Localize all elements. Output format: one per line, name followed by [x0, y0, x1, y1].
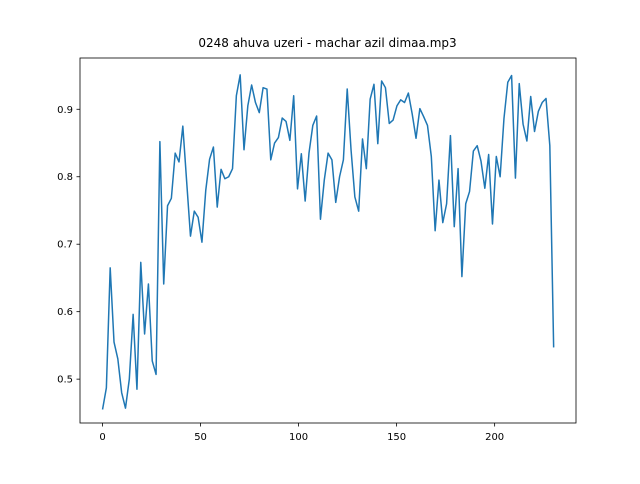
x-tick-label: 50	[194, 432, 207, 443]
chart-title: 0248 ahuva uzeri - machar azil dimaa.mp3	[198, 36, 456, 50]
x-tick-label: 0	[99, 432, 105, 443]
line	[101, 74, 555, 410]
x-tick-label: 150	[387, 432, 406, 443]
x-tick-label: 200	[485, 432, 504, 443]
y-tick-label: 0.8	[57, 172, 73, 183]
y-tick-label: 0.7	[57, 240, 73, 251]
x-tick-label: 100	[289, 432, 308, 443]
y-tick-label: 0.6	[57, 307, 73, 318]
y-tick-label: 0.5	[57, 375, 73, 386]
y-tick-label: 0.9	[57, 105, 73, 116]
plot-frame	[79, 57, 577, 424]
